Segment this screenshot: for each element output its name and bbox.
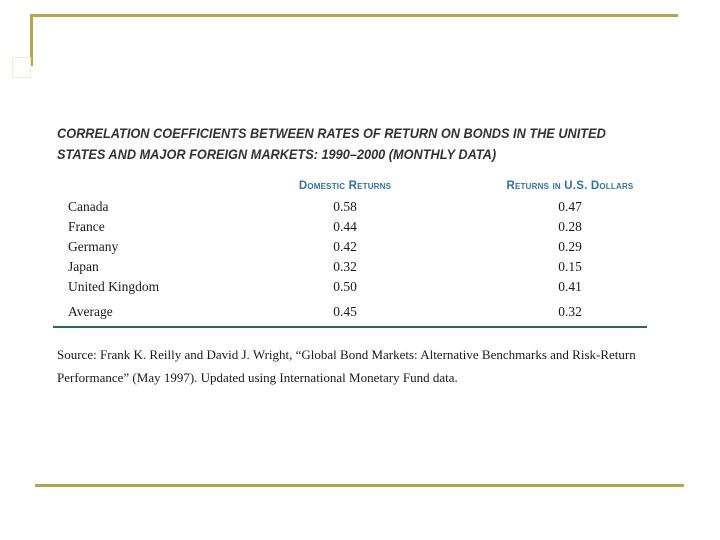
slide-title: CORRELATION COEFFICIENTS BETWEEN RATES O… [57, 123, 658, 165]
domestic-return-value: 0.45 [333, 304, 357, 319]
source-note-line-1: Source: Frank K. Reilly and David J. Wri… [57, 347, 636, 362]
column-header-domestic-returns: Domestic Returns [298, 179, 392, 192]
bottom-accent-line [35, 484, 684, 487]
table-row-united-kingdom: United Kingdom 0.50 0.41 [55, 277, 650, 297]
column-header-returns-us-dollars: Returns in U.S. Dollars [506, 179, 634, 192]
market-name: Germany [68, 239, 119, 254]
domestic-return-value: 0.42 [333, 239, 357, 254]
usd-return-value: 0.32 [558, 304, 582, 319]
source-note: Source: Frank K. Reilly and David J. Wri… [57, 344, 677, 389]
table-row-germany: Germany 0.42 0.29 [55, 237, 650, 257]
domestic-return-value: 0.32 [333, 259, 357, 274]
usd-return-value: 0.47 [558, 199, 582, 214]
source-note-line-2: Performance” (May 1997). Updated using I… [57, 369, 458, 385]
usd-return-value: 0.15 [558, 259, 582, 274]
usd-return-value: 0.28 [558, 219, 582, 234]
table-row-average: Average 0.45 0.32 [55, 302, 650, 322]
market-name: France [68, 219, 105, 234]
slide-title-line-2: STATES AND MAJOR FOREIGN MARKETS: 1990–2… [57, 146, 497, 162]
domestic-return-value: 0.58 [333, 199, 357, 214]
domestic-return-value: 0.44 [333, 219, 357, 234]
market-name: United Kingdom [68, 279, 160, 294]
usd-return-value: 0.41 [558, 279, 582, 294]
top-accent-line [30, 14, 678, 17]
corner-square-decoration [12, 57, 31, 78]
table-row-japan: Japan 0.32 0.15 [55, 257, 650, 277]
market-name: Canada [68, 199, 109, 214]
table-row-canada: Canada 0.58 0.47 [55, 197, 650, 217]
market-name: Average [68, 304, 113, 319]
correlation-table: Domestic Returns Returns in U.S. Dollars… [55, 175, 650, 322]
slide-title-line-1: CORRELATION COEFFICIENTS BETWEEN RATES O… [57, 125, 606, 141]
domestic-return-value: 0.50 [333, 279, 357, 294]
market-name: Japan [68, 259, 99, 274]
left-accent-line [30, 14, 33, 66]
usd-return-value: 0.29 [558, 239, 582, 254]
table-header-row: Domestic Returns Returns in U.S. Dollars [55, 175, 650, 196]
table-row-france: France 0.44 0.28 [55, 217, 650, 237]
table-bottom-rule [53, 326, 647, 328]
